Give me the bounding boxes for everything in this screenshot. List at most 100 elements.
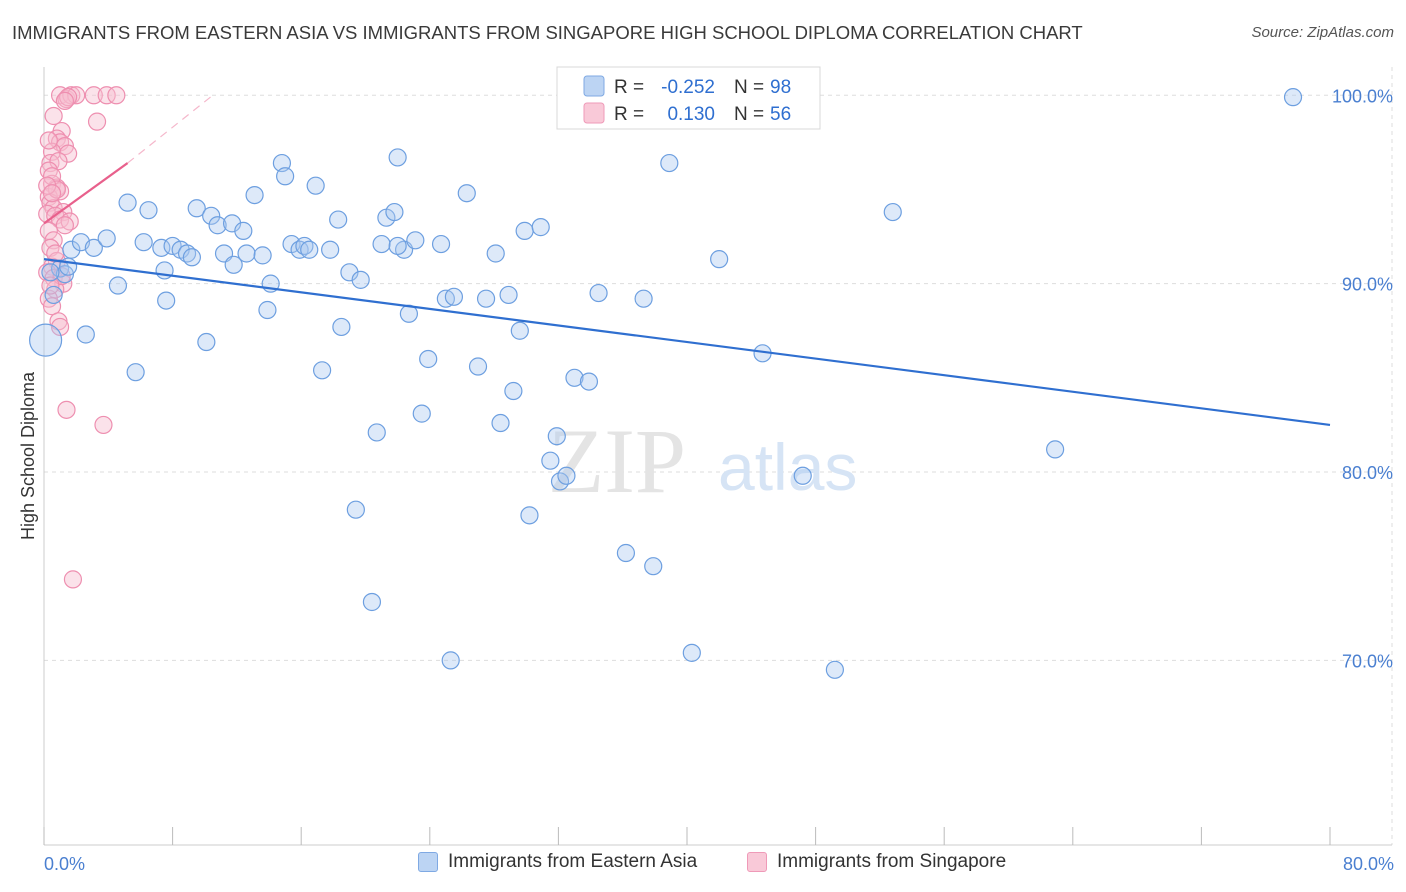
data-point-eastern-asia (793, 466, 812, 485)
y-tick-label: 90.0% (1342, 275, 1393, 295)
data-point-eastern-asia (531, 218, 550, 237)
data-point-eastern-asia (351, 270, 370, 289)
data-point-eastern-asia (197, 332, 216, 352)
legend-label-eastern-asia: Immigrants from Eastern Asia (448, 851, 698, 872)
legend-item-singapore[interactable]: Immigrants from Singapore (747, 851, 1006, 873)
series-eastern-asia (29, 88, 1303, 679)
data-point-eastern-asia (118, 193, 137, 212)
data-point-eastern-asia (710, 250, 729, 269)
y-axis-title: High School Diploma (18, 371, 38, 540)
x-tick-label-max: 80.0% (1343, 854, 1394, 874)
legend-swatch-pink (747, 852, 767, 872)
data-point-singapore (94, 415, 113, 435)
data-point-eastern-asia (187, 199, 206, 218)
data-point-singapore (97, 86, 116, 105)
data-point-singapore (57, 400, 76, 419)
axes (43, 67, 1392, 846)
data-point-eastern-asia (541, 451, 560, 470)
data-point-eastern-asia (346, 500, 365, 519)
data-point-eastern-asia (41, 263, 60, 282)
data-point-eastern-asia (44, 285, 63, 305)
data-point-eastern-asia (476, 289, 496, 308)
watermark: ZIP atlas (548, 410, 857, 512)
data-point-eastern-asia (237, 244, 256, 263)
data-point-singapore (42, 297, 62, 316)
data-point-singapore (63, 570, 83, 589)
data-point-eastern-asia (825, 660, 844, 679)
data-point-eastern-asia (108, 276, 128, 295)
data-point-eastern-asia (557, 466, 576, 485)
data-point-eastern-asia (385, 202, 404, 222)
data-point-eastern-asia (139, 201, 158, 220)
data-point-eastern-asia (84, 238, 103, 257)
data-point-eastern-asia (579, 372, 599, 391)
legend-n-value: 98 (770, 77, 791, 98)
data-point-eastern-asia (126, 363, 145, 382)
legend-item-eastern-asia[interactable]: Immigrants from Eastern Asia (418, 851, 697, 873)
data-point-singapore (107, 86, 126, 105)
trend-line-singapore-extension (127, 94, 214, 164)
data-point-eastern-asia (321, 240, 340, 259)
trend-lines (43, 94, 1331, 427)
data-point-eastern-asia (431, 234, 451, 254)
data-point-singapore (50, 317, 70, 337)
data-point-eastern-asia (388, 236, 407, 256)
watermark-zip: ZIP (548, 410, 686, 512)
y-tick-label: 70.0% (1342, 651, 1393, 671)
legend-swatch-blue (418, 852, 438, 872)
source-label: Source: ZipAtlas.com (1251, 24, 1394, 41)
data-point-eastern-asia (457, 184, 476, 203)
data-point-eastern-asia (565, 368, 584, 387)
data-point-eastern-asia (616, 543, 636, 563)
data-point-eastern-asia (372, 234, 391, 254)
data-point-singapore (55, 216, 74, 235)
data-point-eastern-asia (634, 289, 653, 308)
data-point-eastern-asia (234, 221, 253, 240)
data-point-eastern-asia (362, 592, 382, 612)
legend-r-label: R = (614, 104, 644, 125)
legend-r-label: R = (614, 77, 644, 98)
data-point-eastern-asia (520, 506, 539, 525)
trend-line-singapore (43, 162, 129, 225)
data-point-eastern-asia (312, 361, 332, 380)
data-point-eastern-asia (152, 238, 171, 257)
watermark-atlas: atlas (718, 430, 857, 504)
data-point-eastern-asia (332, 317, 351, 337)
data-point-eastern-asia (412, 404, 431, 423)
data-point-eastern-asia (388, 148, 407, 167)
data-point-eastern-asia (547, 427, 566, 446)
y-tick-label: 100.0% (1332, 86, 1393, 106)
legend-n-value: 56 (770, 104, 791, 125)
data-point-eastern-asia (367, 423, 386, 442)
legend-swatch-blue (583, 75, 605, 97)
data-point-eastern-asia (883, 202, 902, 222)
data-point-singapore (49, 152, 68, 171)
data-point-singapore (59, 144, 78, 163)
data-point-eastern-asia (660, 153, 679, 173)
x-tick-labels: 0.0% 80.0% (44, 854, 1394, 874)
data-point-eastern-asia (1283, 88, 1303, 107)
legend-n-label: N = (734, 104, 764, 125)
data-point-singapore (87, 112, 107, 131)
data-point-eastern-asia (468, 357, 488, 376)
data-point-eastern-asia (202, 206, 221, 225)
data-point-eastern-asia (406, 231, 425, 250)
data-point-eastern-asia (157, 291, 176, 310)
data-point-eastern-asia (253, 246, 272, 265)
data-point-eastern-asia (306, 176, 325, 195)
legend-n-label: N = (734, 77, 764, 98)
data-point-eastern-asia (589, 283, 608, 303)
data-point-singapore (44, 106, 63, 126)
data-point-eastern-asia (441, 651, 460, 670)
y-tick-label: 80.0% (1342, 463, 1393, 483)
data-point-eastern-asia (258, 300, 277, 320)
grid-lines (44, 67, 1393, 845)
data-point-eastern-asia (76, 325, 95, 344)
data-point-eastern-asia (329, 210, 348, 229)
data-point-eastern-asia (486, 244, 505, 263)
data-point-eastern-asia (515, 221, 534, 240)
data-point-eastern-asia (510, 321, 529, 340)
data-point-eastern-asia (444, 287, 464, 306)
data-point-eastern-asia (245, 185, 264, 205)
